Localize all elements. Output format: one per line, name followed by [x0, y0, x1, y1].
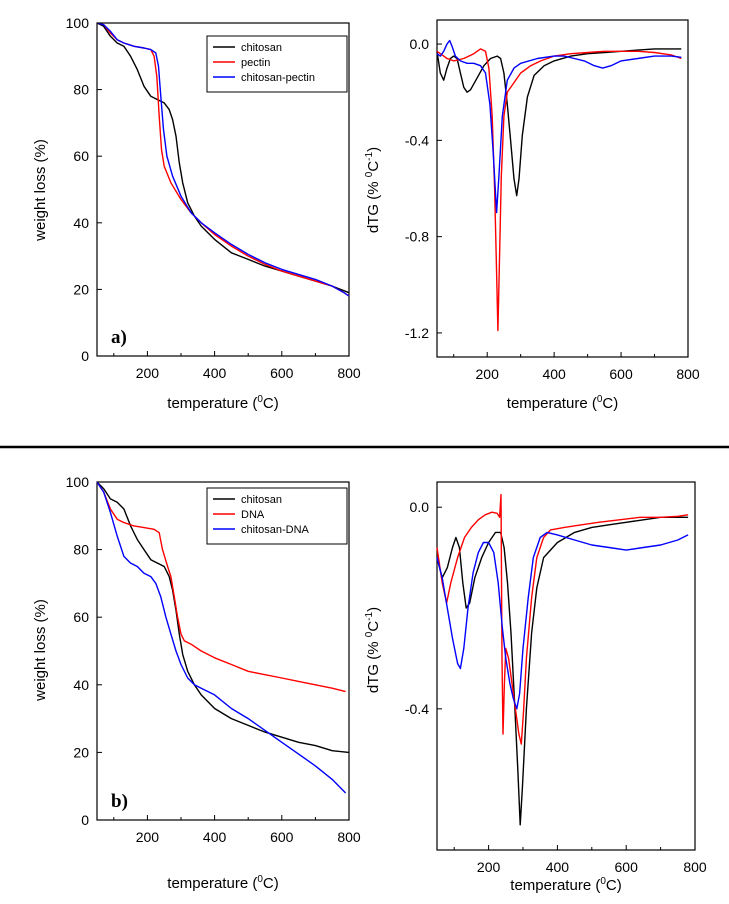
x-axis-title-main: temperature (: [167, 395, 257, 412]
y-axis-title-unit: C: [365, 161, 382, 172]
legend-label-DNA: DNA: [241, 509, 265, 521]
y-axis-title-exponent: -1: [364, 151, 375, 160]
x-tick-label: 600: [270, 829, 294, 845]
legend-label-chitosan-DNA: chitosan-DNA: [241, 524, 310, 536]
x-tick-label: 800: [337, 365, 361, 381]
legend: chitosan DNA chitosan-DNA: [206, 487, 348, 545]
x-axis-title: temperature (0C): [167, 394, 278, 412]
y-axis-title-superscript: 0: [364, 171, 375, 177]
y-tick-label: 0: [81, 812, 89, 828]
legend-box: [206, 35, 348, 93]
series-line-chitosan-DNA: [96, 481, 347, 794]
y-tick-label: -1.2: [405, 325, 429, 341]
series-line-DNA: [96, 481, 346, 693]
plot-frame: [96, 22, 350, 357]
legend-label-chitosan: chitosan: [241, 494, 282, 506]
y-axis-title-exponent: -1: [364, 611, 375, 620]
y-tick-label: 0: [81, 348, 89, 364]
y-axis-title-end: ): [365, 607, 382, 612]
x-axis-title-main: temperature (: [507, 395, 597, 412]
y-axis-title: weight loss (%): [32, 139, 49, 242]
y-axis-title-superscript: 0: [364, 631, 375, 637]
series-line-chitosan: [436, 48, 682, 197]
x-tick-label: 200: [136, 365, 160, 381]
x-tick-label: 800: [683, 859, 707, 875]
x-tick-label: 600: [615, 859, 639, 875]
x-axis-title-superscript: 0: [597, 394, 603, 405]
x-axis-title-end: C): [263, 875, 279, 892]
x-axis-title-superscript: 0: [600, 876, 606, 887]
x-axis-title-end: C): [263, 395, 279, 412]
x-tick-label: 200: [136, 829, 160, 845]
x-tick-label: 400: [542, 366, 566, 382]
x-tick-label: 400: [203, 365, 227, 381]
x-tick-label: 800: [676, 366, 700, 382]
series-line-chitosan: [96, 481, 350, 754]
x-axis-title: temperature (0C): [510, 876, 621, 894]
series-line-chitosan-pectin: [436, 39, 682, 214]
y-tick-label: 60: [73, 609, 89, 625]
x-tick-label: 400: [203, 829, 227, 845]
series-line-chitosan: [436, 516, 689, 826]
y-tick-label: -0.8: [405, 229, 429, 245]
series-line-chitosan: [96, 22, 350, 294]
series-line-chitosan-pectin: [96, 22, 350, 297]
y-tick-label: 80: [73, 82, 89, 98]
legend-label-chitosan-pectin: chitosan-pectin: [241, 72, 315, 84]
y-axis-title-main: dTG (%: [365, 177, 382, 233]
y-tick-label: 100: [66, 15, 90, 31]
y-axis-title: weight loss (%): [32, 599, 49, 702]
legend-box: [206, 487, 348, 545]
series-line-pectin: [436, 48, 682, 332]
legend-label-chitosan: chitosan: [241, 42, 282, 54]
x-axis-title-superscript: 0: [257, 874, 263, 885]
y-tick-label: 20: [73, 744, 89, 760]
chart-a-dtg: 200 400 600 800 0.0 -0.4 -0.8 -1.2 temperature (…: [364, 19, 700, 412]
panel-label: a): [111, 327, 127, 348]
y-tick-label: 0.0: [410, 499, 430, 515]
x-axis-title: temperature (0C): [167, 874, 278, 892]
x-axis-title: temperature (0C): [507, 394, 618, 412]
x-axis-title-superscript: 0: [257, 394, 263, 405]
legend: chitosan pectin chitosan-pectin: [206, 35, 348, 93]
y-axis-title-end: ): [365, 147, 382, 152]
y-tick-label: 100: [66, 474, 90, 490]
y-tick-label: 40: [73, 215, 89, 231]
x-tick-label: 200: [477, 859, 501, 875]
y-axis-title-unit: C: [365, 621, 382, 632]
series-line-chitosan-DNA: [436, 531, 689, 710]
x-tick-label: 600: [270, 365, 294, 381]
y-tick-label: -0.4: [405, 701, 429, 717]
x-axis-title-main: temperature (: [510, 877, 600, 894]
plot-frame: [96, 481, 350, 821]
x-axis-title-end: C): [606, 877, 622, 894]
y-tick-label: 80: [73, 542, 89, 558]
legend-label-pectin: pectin: [241, 57, 270, 69]
y-axis-title-main: dTG (%: [365, 637, 382, 693]
y-tick-label: 20: [73, 281, 89, 297]
panel-label: b): [111, 791, 128, 812]
series-line-DNA: [436, 493, 689, 745]
y-tick-label: -0.4: [405, 132, 429, 148]
y-axis-title: dTG (% 0C-1): [364, 607, 382, 693]
x-axis-title-end: C): [602, 395, 618, 412]
y-tick-label: 60: [73, 148, 89, 164]
plot-frame: [436, 481, 696, 851]
plot-frame: [436, 19, 689, 358]
y-tick-label: 0.0: [410, 36, 430, 52]
y-axis-title: dTG (% 0C-1): [364, 147, 382, 233]
x-tick-label: 400: [546, 859, 570, 875]
x-tick-label: 600: [609, 366, 633, 382]
x-tick-label: 200: [476, 366, 500, 382]
y-tick-label: 40: [73, 677, 89, 693]
x-axis-title-main: temperature (: [167, 875, 257, 892]
x-tick-label: 800: [337, 829, 361, 845]
